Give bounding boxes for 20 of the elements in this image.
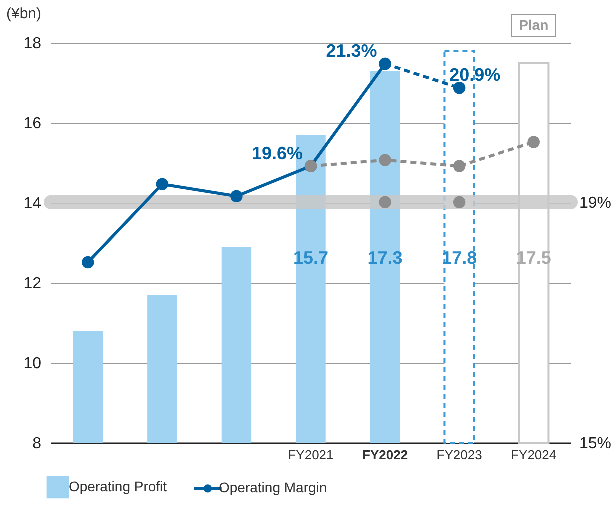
text: Plan — [519, 17, 549, 33]
x-tick-label: FY2024 — [511, 448, 557, 462]
y-tick-label: 18 — [24, 36, 42, 52]
y-tick-label: 12 — [24, 276, 42, 292]
data-label: 19.6% — [252, 143, 303, 164]
data-label: 17.5 — [516, 248, 552, 268]
y-tick-label: 8 — [32, 436, 42, 452]
y-tick-label: 16 — [24, 116, 42, 132]
y2-tick-label: 19% — [580, 194, 612, 212]
x-tick-label: FY2021 — [288, 448, 334, 462]
legend-label: Operating Margin — [219, 480, 328, 496]
x-tick-label: FY2022 — [362, 448, 408, 462]
legend-label: Operating Profit — [69, 478, 168, 494]
data-label: 20.9% — [450, 65, 501, 86]
data-label: 21.3% — [326, 41, 378, 62]
y2-tick-label: 15% — [580, 436, 612, 452]
y-tick-label: 14 — [24, 196, 42, 212]
x-tick-label: FY2023 — [436, 448, 482, 462]
y-axis-title: (¥bn) — [6, 6, 42, 22]
y-tick-label: 10 — [24, 356, 42, 372]
